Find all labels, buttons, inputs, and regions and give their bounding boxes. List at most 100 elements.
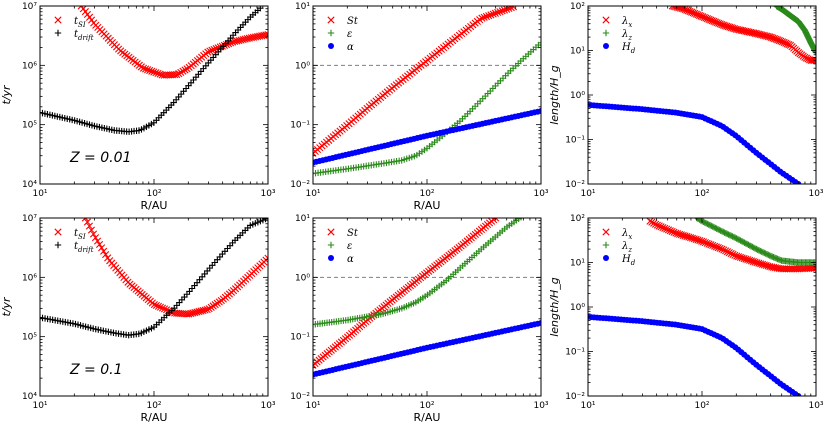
legend-marker-H_d bbox=[603, 255, 609, 261]
y-axis-label: length/H_g bbox=[548, 65, 561, 125]
y-tick-label: 10¹ bbox=[295, 2, 310, 12]
panel-p1: 10¹ 10² 10³10⁴10⁵10⁶10⁷R/AUt/yrtSItdriftZ … bbox=[0, 2, 276, 212]
data-point-t_SI bbox=[185, 310, 193, 318]
data-point-St bbox=[503, 6, 511, 13]
data-point-t_SI bbox=[262, 31, 268, 39]
data-point-t_SI bbox=[243, 35, 251, 43]
y-tick-label: 10¹ bbox=[570, 47, 585, 57]
data-point-St bbox=[498, 7, 506, 15]
data-point-lambda_x bbox=[712, 243, 721, 251]
data-point-lambda_x bbox=[785, 41, 793, 49]
y-tick-label: 10⁰ bbox=[295, 61, 310, 71]
y-tick-label: 10⁴ bbox=[22, 180, 37, 190]
x-tick-label: 10² bbox=[146, 189, 161, 199]
data-point-St bbox=[478, 14, 486, 22]
legend-marker-epsilon bbox=[327, 241, 335, 249]
data-point-lambda_x bbox=[668, 227, 676, 236]
legend-label-sub: z bbox=[627, 34, 632, 42]
legend-label-main: λ bbox=[621, 16, 628, 27]
legend-label-sub: x bbox=[628, 21, 632, 29]
data-point-t_SI bbox=[177, 68, 185, 77]
data-point-t_SI bbox=[239, 35, 247, 44]
legend-marker-t_drift bbox=[54, 241, 62, 249]
y-axis-label: length/H_g bbox=[548, 277, 561, 337]
data-point-lambda_x bbox=[809, 56, 816, 64]
data-point-lambda_x bbox=[663, 225, 671, 233]
legend-label-t_SI: tSI bbox=[74, 16, 86, 29]
data-point-t_SI bbox=[204, 48, 212, 56]
legend-label-alpha: α bbox=[347, 254, 354, 265]
x-tick-label: 10¹ bbox=[305, 189, 320, 199]
x-axis-label: R/AU bbox=[141, 199, 168, 212]
y-tick-label: 10⁴ bbox=[22, 392, 37, 402]
data-point-t_SI bbox=[203, 305, 211, 314]
panel-p5: 10¹ 10² 10³ 10⁻² 10⁻¹ 10⁰ 10¹ R/AU St εα bbox=[290, 214, 549, 424]
x-axis-label: R/AU bbox=[414, 199, 441, 212]
data-point-t_SI bbox=[264, 254, 268, 262]
data-point-lambda_x bbox=[650, 219, 658, 227]
data-point-t_SI bbox=[233, 37, 241, 45]
data-point-t_SI bbox=[181, 66, 189, 74]
legend-marker-lambda_z bbox=[602, 241, 610, 249]
data-point-t_SI bbox=[89, 230, 98, 238]
legend-label-sub: SI bbox=[78, 233, 86, 241]
y-tick-label: 10⁰ bbox=[295, 273, 310, 283]
legend-label-main: t bbox=[74, 228, 79, 239]
legend-label-sub: d bbox=[631, 259, 636, 267]
data-point-lambda_x bbox=[657, 223, 665, 231]
data-point-t_SI bbox=[98, 244, 106, 252]
data-point-t_SI bbox=[167, 307, 175, 316]
legend-label-H_d: Hd bbox=[621, 254, 636, 267]
data-point-lambda_x bbox=[716, 244, 724, 252]
legend: St εα bbox=[327, 228, 359, 265]
data-point-lambda_x bbox=[710, 242, 719, 250]
data-point-lambda_x bbox=[707, 241, 715, 249]
plot-area bbox=[313, 218, 541, 378]
data-point-t_SI bbox=[179, 67, 187, 75]
data-point-alpha bbox=[538, 319, 541, 326]
data-point-lambda_x bbox=[714, 244, 722, 252]
data-point-St bbox=[507, 6, 515, 12]
legend: St εα bbox=[327, 16, 359, 53]
data-point-t_SI bbox=[152, 301, 160, 310]
legend-marker-alpha bbox=[328, 43, 334, 49]
data-point-t_SI bbox=[206, 47, 214, 55]
y-tick-label: 10¹ bbox=[570, 259, 585, 269]
data-point-t_SI bbox=[154, 302, 163, 310]
legend-marker-t_drift bbox=[54, 29, 62, 37]
legend-marker-epsilon bbox=[327, 29, 335, 37]
y-tick-label: 10⁻¹ bbox=[290, 333, 310, 343]
y-tick-label: 10⁰ bbox=[570, 303, 585, 313]
y-tick-label: 10⁶ bbox=[22, 61, 37, 71]
data-point-lambda_x bbox=[723, 248, 732, 256]
data-point-t_SI bbox=[158, 304, 167, 312]
data-point-lambda_x bbox=[731, 251, 739, 259]
data-point-lambda_x bbox=[709, 241, 717, 250]
y-tick-label: 10² bbox=[570, 2, 585, 12]
x-axis-label: R/AU bbox=[141, 411, 168, 424]
x-tick-label: 10¹ bbox=[32, 401, 47, 411]
legend-label-St: St bbox=[347, 228, 359, 239]
data-point-epsilon bbox=[520, 218, 522, 221]
series-t_drift bbox=[40, 6, 264, 135]
y-tick-label: 10⁰ bbox=[570, 91, 585, 101]
legend-label-sub: drift bbox=[78, 34, 94, 42]
y-tick-label: 10⁵ bbox=[22, 333, 37, 343]
data-point-t_SI bbox=[150, 68, 158, 76]
data-point-t_SI bbox=[150, 300, 158, 309]
legend-label-main: λ bbox=[621, 228, 628, 239]
y-tick-label: 10⁷ bbox=[22, 2, 37, 12]
data-point-lambda_x bbox=[729, 250, 737, 258]
x-axis-label: R/AU bbox=[414, 411, 441, 424]
legend-label-lambda_z: λz bbox=[621, 241, 632, 254]
legend-label-epsilon: ε bbox=[347, 241, 352, 252]
data-point-lambda_x bbox=[659, 223, 667, 232]
x-tick-label: 10³ bbox=[808, 401, 823, 411]
y-tick-label: 10⁻¹ bbox=[565, 136, 585, 146]
data-point-t_SI bbox=[160, 305, 169, 313]
data-point-St bbox=[482, 12, 491, 21]
data-point-lambda_x bbox=[727, 249, 735, 258]
y-tick-label: 10¹ bbox=[295, 214, 310, 224]
x-tick-label: 10² bbox=[419, 189, 434, 199]
